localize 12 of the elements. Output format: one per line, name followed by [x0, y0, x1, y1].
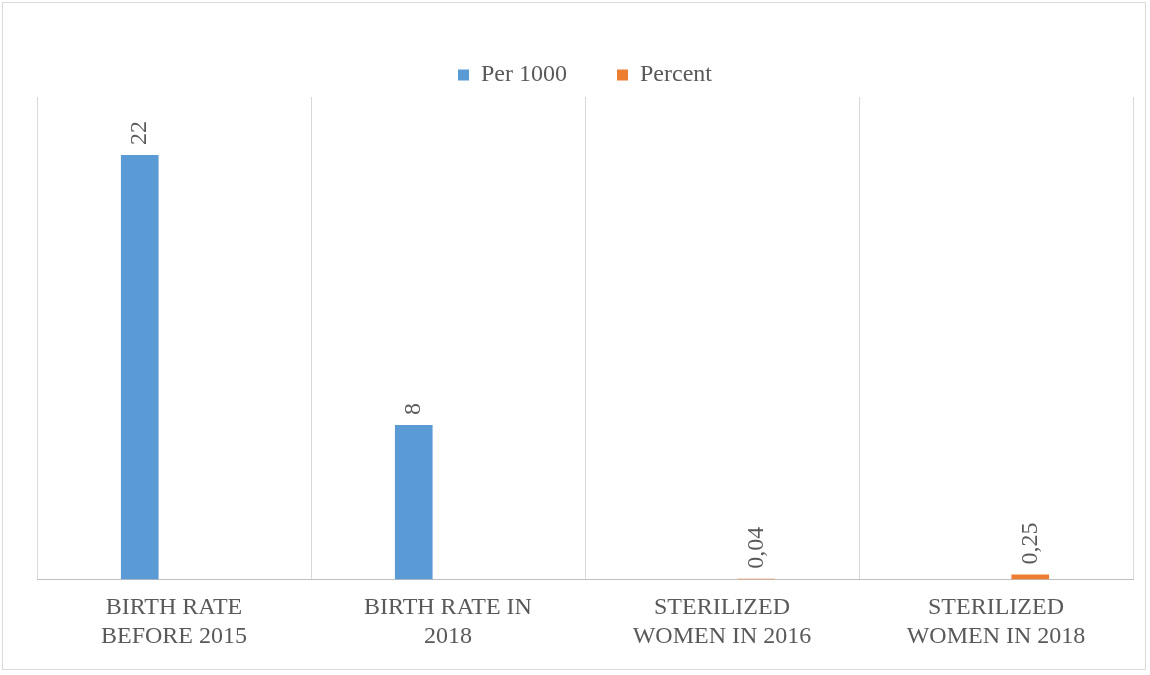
- legend-label: Percent: [640, 60, 713, 87]
- data-label: 0,04: [741, 526, 768, 569]
- bar: [394, 425, 433, 580]
- data-label: 0,25: [1015, 522, 1042, 565]
- legend-label: Per 1000: [481, 60, 568, 87]
- bar: [120, 154, 159, 580]
- data-label: 22: [125, 120, 152, 145]
- x-tick-label: STERILIZED WOMEN IN 2018: [906, 593, 1086, 648]
- x-tick-label: BIRTH RATE IN 2018: [364, 593, 532, 648]
- x-tick-label: STERILIZED WOMEN IN 2016: [632, 593, 812, 648]
- x-tick-label: BIRTH RATE BEFORE 2015: [100, 593, 248, 648]
- data-label: 8: [399, 403, 426, 416]
